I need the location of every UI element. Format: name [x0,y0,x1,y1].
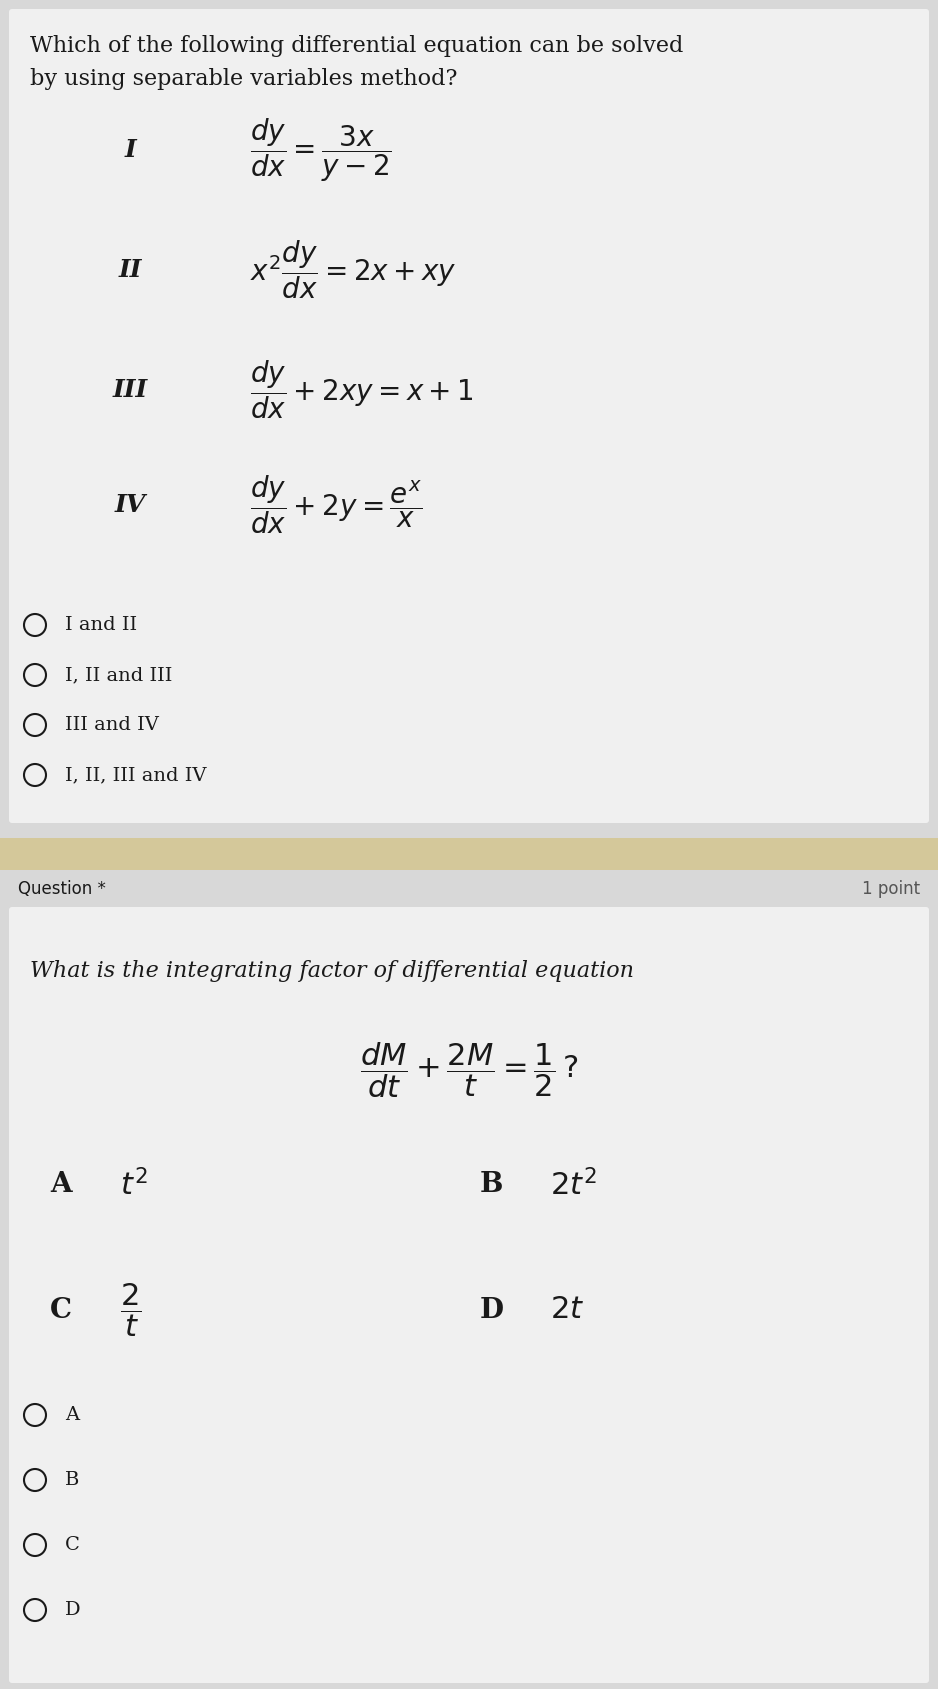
Text: I, II, III and IV: I, II, III and IV [65,767,206,784]
Text: I: I [124,138,136,162]
Text: I, II and III: I, II and III [65,665,173,684]
Text: D: D [65,1601,81,1620]
Text: $x^2\dfrac{dy}{dx} = 2x + xy$: $x^2\dfrac{dy}{dx} = 2x + xy$ [250,238,457,301]
Text: I and II: I and II [65,616,137,633]
Text: B: B [65,1471,80,1490]
Text: by using separable variables method?: by using separable variables method? [30,68,458,90]
Text: $\dfrac{dM}{dt} + \dfrac{2M}{t} = \dfrac{1}{2}\,?$: $\dfrac{dM}{dt} + \dfrac{2M}{t} = \dfrac… [360,1040,578,1100]
Text: $2t$: $2t$ [550,1295,584,1324]
Text: What is the integrating factor of differential equation: What is the integrating factor of differ… [30,959,634,981]
Text: II: II [118,258,142,282]
Text: 1 point: 1 point [862,880,920,899]
Text: $\dfrac{2}{t}$: $\dfrac{2}{t}$ [120,1282,142,1339]
Text: Which of the following differential equation can be solved: Which of the following differential equa… [30,35,684,57]
Text: C: C [50,1297,72,1324]
Text: D: D [480,1297,504,1324]
FancyBboxPatch shape [9,907,929,1682]
Text: $\dfrac{dy}{dx} + 2y = \dfrac{e^x}{x}$: $\dfrac{dy}{dx} + 2y = \dfrac{e^x}{x}$ [250,473,422,537]
Text: C: C [65,1535,80,1554]
Text: $t^2$: $t^2$ [120,1169,147,1201]
Text: B: B [480,1172,504,1199]
Text: A: A [50,1172,71,1199]
Text: IV: IV [114,493,145,517]
Text: III: III [113,378,147,402]
Text: III and IV: III and IV [65,716,159,735]
Text: A: A [65,1405,79,1424]
Text: Question *: Question * [18,880,106,899]
Text: $\dfrac{dy}{dx} + 2xy = x+1$: $\dfrac{dy}{dx} + 2xy = x+1$ [250,358,474,421]
Text: $\dfrac{dy}{dx} = \dfrac{3x}{y-2}$: $\dfrac{dy}{dx} = \dfrac{3x}{y-2}$ [250,117,392,184]
Text: $2t^2$: $2t^2$ [550,1169,597,1201]
Bar [0,838,938,870]
FancyBboxPatch shape [9,8,929,823]
